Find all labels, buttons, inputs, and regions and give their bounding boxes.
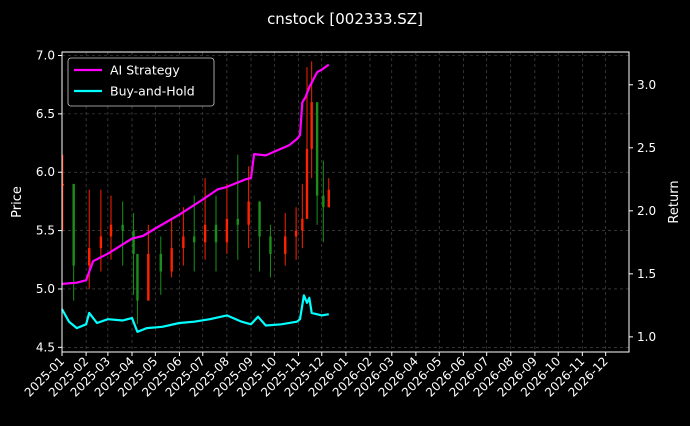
legend-label: AI Strategy [110, 63, 180, 78]
y-tick-label-right: 2.5 [637, 141, 656, 155]
candle-body [147, 253, 150, 301]
candle-body [72, 183, 75, 266]
candle-body [225, 218, 229, 243]
candle-body [109, 224, 113, 237]
series-lines [61, 63, 330, 333]
y-tick-label-right: 1.0 [637, 330, 656, 344]
y-axis-right: 1.0 1.5 2.0 2.5 3.0 [629, 78, 656, 344]
chart-title: cnstock [002333.SZ] [267, 10, 423, 28]
y-axis-label-left: Price [10, 186, 25, 218]
candle-body [284, 236, 287, 254]
y-tick-label-left: 5.0 [36, 282, 55, 296]
candle-body [136, 253, 139, 301]
y-tick-label-right: 1.5 [637, 267, 656, 281]
candle-body [236, 218, 239, 225]
candle-body [88, 248, 91, 266]
candle-body [294, 230, 298, 237]
candle-body [132, 230, 135, 254]
candle-body [315, 102, 319, 196]
candle-body [258, 201, 261, 237]
candle-body [121, 224, 124, 231]
y-tick-label-left: 7.0 [36, 49, 55, 63]
candle-body [322, 195, 325, 208]
y-tick-label-left: 5.5 [36, 224, 55, 238]
y-tick-label-right: 3.0 [637, 78, 656, 92]
candle-body [170, 248, 173, 272]
candle-body [182, 236, 185, 249]
candle-body [99, 236, 103, 249]
candle-body [214, 224, 218, 243]
y-axis-left: 4.5 5.0 5.5 6.0 6.5 7.0 [36, 49, 62, 354]
y-tick-label-right: 2.0 [637, 204, 656, 218]
candle-body [247, 201, 250, 225]
candle-body [327, 189, 330, 208]
candle-body [193, 236, 196, 243]
series-line-buy-and-hold [61, 294, 329, 333]
y-axis-label-right: Return [667, 180, 682, 223]
legend: AI Strategy Buy-and-Hold [67, 57, 215, 107]
candle-body [305, 148, 309, 219]
legend-box [67, 57, 215, 107]
legend-label: Buy-and-Hold [110, 84, 195, 99]
y-tick-label-left: 4.5 [36, 340, 55, 354]
candle-body [203, 224, 207, 243]
y-tick-label-left: 6.0 [36, 165, 55, 179]
candle-body [269, 236, 272, 254]
candle-body [159, 253, 162, 272]
series-line-ai-strategy [61, 63, 330, 285]
candle-body [61, 183, 64, 186]
y-tick-label-left: 6.5 [36, 107, 55, 121]
candle-body [310, 102, 313, 149]
candle-body [301, 218, 304, 231]
